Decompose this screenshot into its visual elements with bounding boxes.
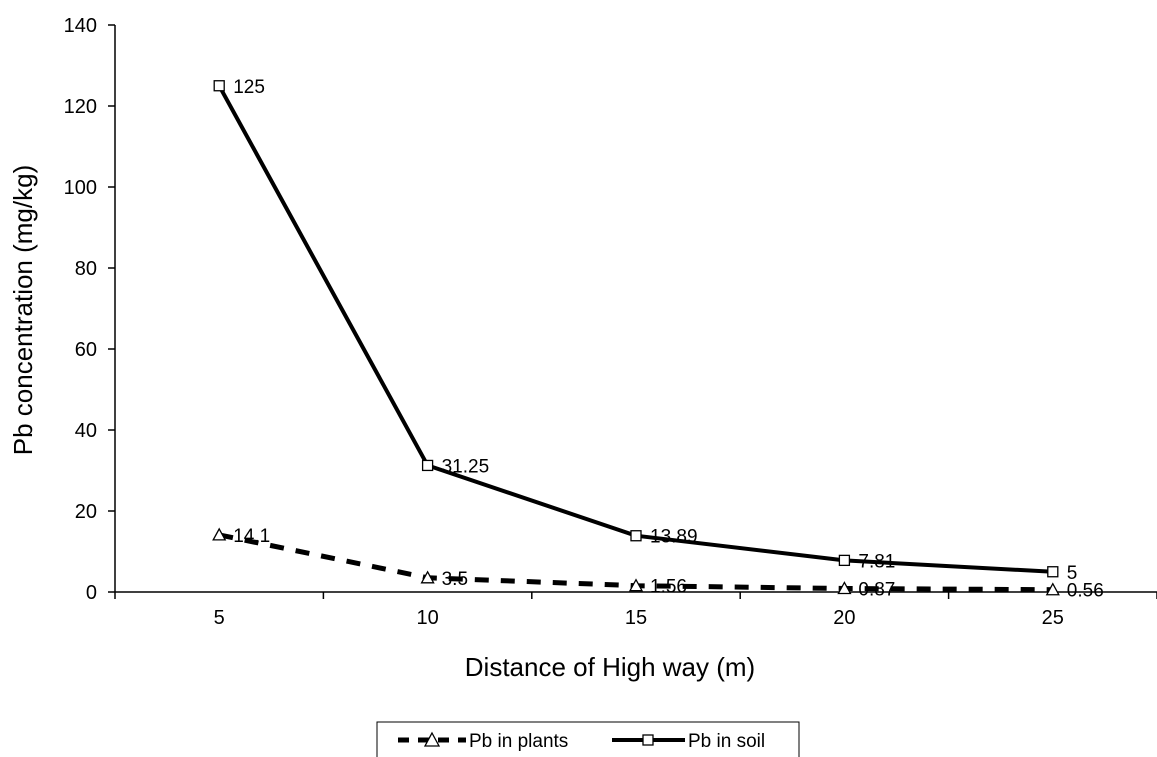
- data-label: 1.56: [650, 577, 687, 598]
- y-tick-label: 100: [64, 177, 97, 199]
- x-tick-label: 5: [214, 607, 225, 629]
- data-label: 5: [1067, 563, 1078, 584]
- legend-label-soil: Pb in soil: [688, 731, 765, 752]
- data-label: 13.89: [650, 527, 698, 548]
- data-point-marker: [212, 527, 227, 541]
- data-point-marker: [838, 554, 851, 567]
- data-point-marker: [1045, 582, 1060, 596]
- y-tick-label: 120: [64, 96, 97, 118]
- y-tick-label: 20: [75, 501, 97, 523]
- data-point-marker: [213, 80, 225, 92]
- x-tick-label: 10: [416, 607, 438, 629]
- legend-marker-plants: [423, 731, 441, 747]
- legend-marker-soil: [642, 734, 654, 746]
- y-tick-label: 60: [75, 339, 97, 361]
- y-tick-label: 140: [64, 15, 97, 37]
- data-label: 14.1: [233, 526, 270, 547]
- x-axis-title: Distance of High way (m): [465, 652, 755, 682]
- y-tick-label: 80: [75, 258, 97, 280]
- x-tick-label: 20: [833, 607, 855, 629]
- data-point-marker: [630, 530, 642, 542]
- legend: Pb in plants Pb in soil: [376, 721, 800, 757]
- data-point-marker: [1047, 566, 1059, 578]
- data-label: 31.25: [442, 456, 490, 477]
- data-point-marker: [837, 581, 852, 595]
- axes: [114, 25, 1157, 593]
- data-label: 0.87: [858, 579, 895, 600]
- y-tick-label: 0: [86, 582, 97, 604]
- data-label: 7.81: [858, 551, 895, 572]
- y-ticks: 0 20 40 60 80 100 120 140: [64, 15, 115, 604]
- series-layer: [212, 80, 1060, 596]
- y-axis-title: Pb concentration (mg/kg): [8, 165, 38, 455]
- data-point-marker: [420, 570, 435, 584]
- legend-label-plants: Pb in plants: [469, 731, 568, 752]
- data-label: 0.56: [1067, 581, 1104, 602]
- series-line-1: [217, 84, 1053, 574]
- x-tick-label: 25: [1042, 607, 1064, 629]
- x-tick-label: 15: [625, 607, 647, 629]
- y-tick-label: 40: [75, 420, 97, 442]
- data-label: 125: [233, 77, 265, 98]
- data-point-marker: [421, 459, 434, 472]
- x-ticks: 5 10 15 20 25: [114, 592, 1157, 629]
- data-labels: 14.1 3.5 1.56 0.87 0.56 125 31.25 13.89 7.81 5: [233, 77, 1104, 602]
- data-point-marker: [628, 578, 644, 592]
- data-label: 3.5: [442, 569, 468, 590]
